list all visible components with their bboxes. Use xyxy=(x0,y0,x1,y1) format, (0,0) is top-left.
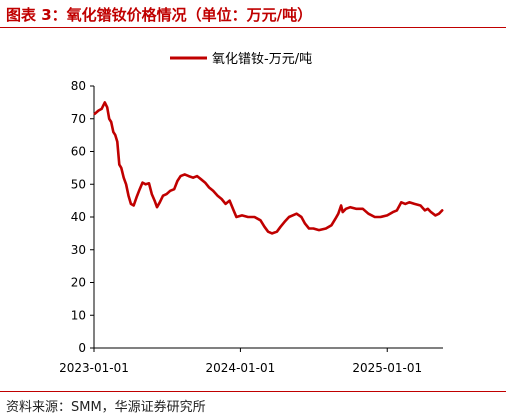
source-rule xyxy=(0,391,506,392)
y-tick-label: 0 xyxy=(78,341,86,355)
legend: 氧化镨钕-万元/吨 xyxy=(170,51,312,67)
x-tick-label: 2025-01-01 xyxy=(352,361,422,375)
y-tick-label: 20 xyxy=(71,276,86,290)
plot-area xyxy=(93,101,444,235)
axes: 0 10 20 30 40 50 60 70 80 2023-01-01 2024-01-01 202… xyxy=(59,79,443,375)
x-tick-label: 2023-01-01 xyxy=(59,361,129,375)
y-tick-label: 70 xyxy=(71,112,86,126)
y-tick-label: 40 xyxy=(71,210,86,224)
title-rule xyxy=(0,27,506,28)
y-tick-label: 60 xyxy=(71,145,86,159)
legend-label: 氧化镨钕-万元/吨 xyxy=(212,51,312,67)
line-chart: 氧化镨钕-万元/吨 0 10 20 30 40 50 60 70 80 2023-01-01 202… xyxy=(59,51,444,375)
y-tick-label: 50 xyxy=(71,177,86,191)
y-tick-label: 10 xyxy=(71,308,86,322)
source-note: 资料来源：SMM，华源证券研究所 xyxy=(6,400,206,415)
figure-title: 图表 3：氧化镨钕价格情况（单位：万元/吨） xyxy=(6,6,313,24)
y-tick-label: 80 xyxy=(71,79,86,93)
series-line xyxy=(93,101,444,235)
y-tick-label: 30 xyxy=(71,243,86,257)
x-tick-label: 2024-01-01 xyxy=(206,361,276,375)
